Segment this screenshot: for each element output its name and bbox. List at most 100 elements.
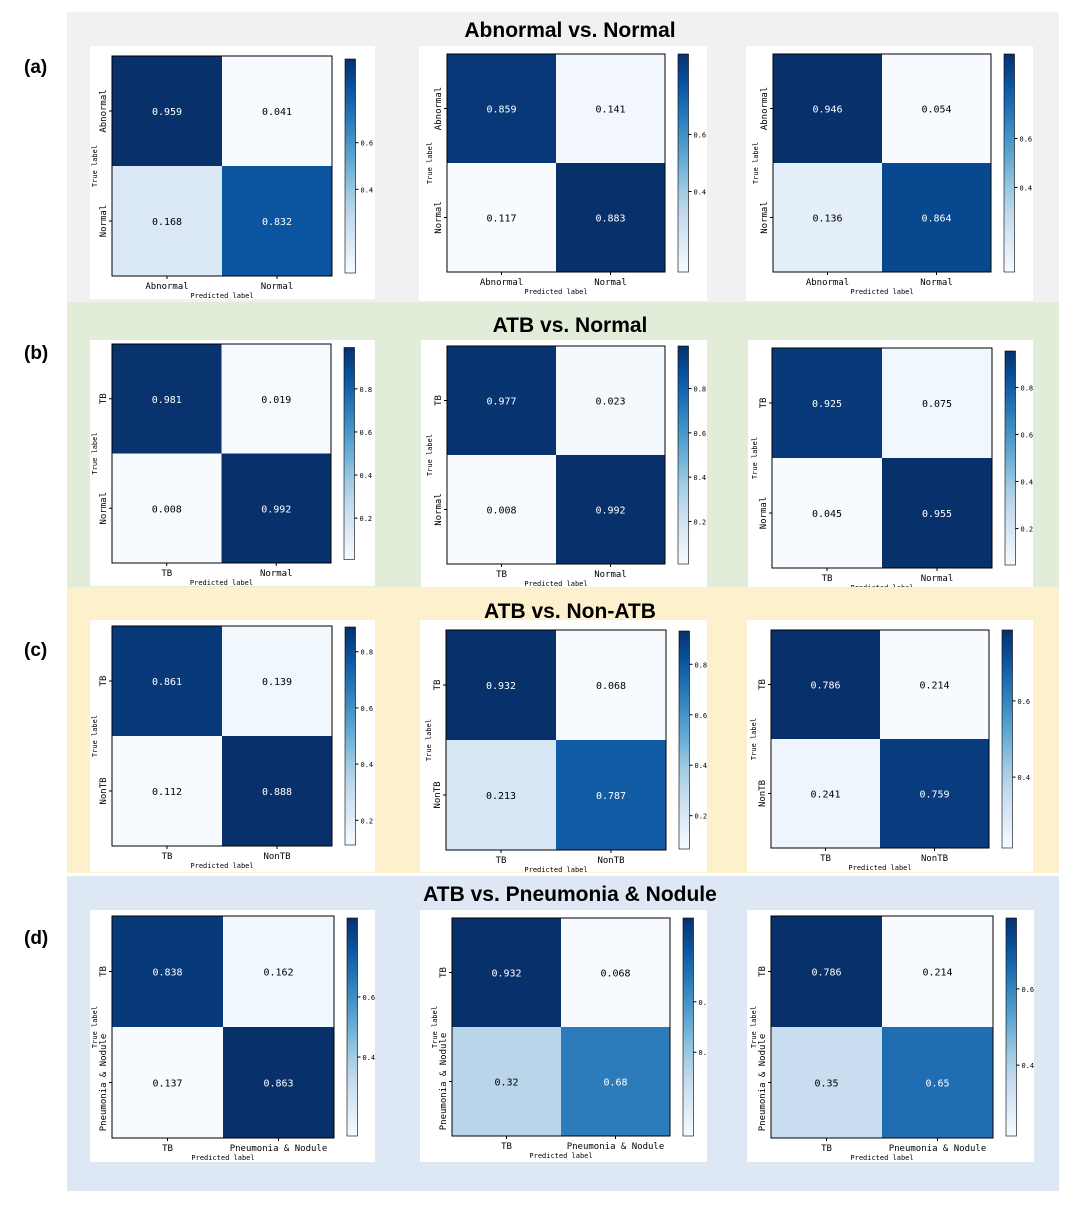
confusion-matrix-svg: 0.959 0.041 0.168 0.832 Abnormal Normal Predic… <box>91 55 374 299</box>
matrix-cell <box>882 54 991 163</box>
cell-value-label: 0.786 <box>810 681 840 692</box>
x-tick-label: TB <box>496 570 507 580</box>
confusion-matrix-d-3: 0.786 0.214 0.35 0.65 TB Pneumonia & Nodule Pr… <box>747 910 1034 1162</box>
cell-value-label: 0.241 <box>810 790 840 801</box>
matrix-frame <box>446 345 666 565</box>
confusion-matrix-a-2: 0.859 0.141 0.117 0.883 Abnormal Normal Predic… <box>419 46 707 301</box>
x-tick-label: Normal <box>594 570 627 580</box>
y-tick-label: TB <box>434 395 444 406</box>
confusion-matrix-svg: 0.786 0.214 0.241 0.759 TB NonTB Predicted lab… <box>750 629 1031 872</box>
x-tick-label: TB <box>822 574 833 584</box>
y-axis-label: True label <box>751 437 759 479</box>
colorbar-tick-label: 0.6 <box>1018 698 1031 706</box>
cell-value-label: 0.008 <box>486 506 516 517</box>
confusion-matrix-svg: 0.925 0.075 0.045 0.955 TB Normal Predicted la… <box>751 347 1034 587</box>
matrix-cell <box>556 54 665 163</box>
cell-value-label: 0.35 <box>814 1079 838 1090</box>
colorbar <box>677 53 689 273</box>
colorbar-tick-label: 0.8 <box>361 649 374 657</box>
colorbar-tick-label: 0.2 <box>361 817 374 825</box>
cell-value-label: 0.136 <box>812 214 842 225</box>
matrix-cell <box>772 348 882 458</box>
x-tick-label: Abnormal <box>480 278 523 288</box>
x-tick-label: TB <box>162 1144 173 1154</box>
x-tick-label: TB <box>162 852 173 862</box>
cell-value-label: 0.214 <box>919 681 949 692</box>
matrix-cell <box>447 346 556 455</box>
confusion-matrix-c-2: 0.932 0.068 0.213 0.787 TB NonTB Predicted lab… <box>420 620 707 872</box>
row-title-a: Abnormal vs. Normal <box>464 19 676 42</box>
x-tick-label: Normal <box>261 282 294 292</box>
cell-value-label: 0.214 <box>922 968 952 979</box>
confusion-matrix-svg: 0.861 0.139 0.112 0.888 TB NonTB Predicted lab… <box>91 625 374 870</box>
cell-value-label: 0.045 <box>812 509 842 520</box>
matrix-cell <box>221 344 331 454</box>
colorbar <box>346 917 358 1137</box>
y-tick-label: TB <box>758 966 768 977</box>
x-axis-label: Predicted label <box>848 864 911 872</box>
x-tick-label: TB <box>161 569 172 579</box>
matrix-cell <box>556 455 665 564</box>
y-axis-label: True label <box>91 145 99 187</box>
y-tick-label: TB <box>759 398 769 409</box>
colorbar-tick-label: 0.4 <box>699 1049 708 1057</box>
matrix-cell <box>112 736 222 846</box>
cell-value-label: 0.932 <box>491 969 521 980</box>
cell-value-label: 0.925 <box>812 399 842 410</box>
y-tick-label: Normal <box>99 205 109 238</box>
colorbar-tick-label: 0.4 <box>363 1054 376 1062</box>
matrix-frame <box>111 55 333 277</box>
panel-label-d: (d) <box>24 928 49 949</box>
matrix-cell <box>112 56 222 166</box>
matrix-frame <box>771 347 993 569</box>
cell-value-label: 0.112 <box>152 787 182 798</box>
confusion-matrix-c-3: 0.786 0.214 0.241 0.759 TB NonTB Predicted lab… <box>747 620 1033 872</box>
matrix-cell <box>447 54 556 163</box>
cell-value-label: 0.946 <box>812 105 842 116</box>
colorbar-tick-label: 0.6 <box>361 140 374 148</box>
x-tick-label: Pneumonia & Nodule <box>889 1144 987 1154</box>
cell-value-label: 0.137 <box>152 1079 182 1090</box>
y-tick-label: TB <box>439 967 449 978</box>
matrix-frame <box>111 625 333 847</box>
matrix-frame <box>446 53 666 273</box>
colorbar <box>1003 53 1015 273</box>
matrix-frame <box>772 53 992 273</box>
y-tick-label: NonTB <box>433 781 443 808</box>
confusion-matrix-svg: 0.838 0.162 0.137 0.863 TB Pneumonia & Nodule… <box>91 915 376 1162</box>
x-axis-label: Predicted label <box>191 1154 254 1162</box>
y-tick-label: Normal <box>434 201 444 234</box>
x-tick-label: Normal <box>594 278 627 288</box>
y-axis-label: True label <box>426 434 434 476</box>
x-axis-label: Predicted label <box>850 584 913 587</box>
x-tick-label: NonTB <box>597 856 624 866</box>
cell-value-label: 0.888 <box>262 787 292 798</box>
confusion-matrix-b-2: 0.977 0.023 0.008 0.992 TB Normal Predicted la… <box>421 340 707 587</box>
matrix-cell <box>222 626 332 736</box>
x-tick-label: TB <box>496 856 507 866</box>
colorbar-tick-label: 0.2 <box>695 813 708 821</box>
confusion-matrix-b-1: 0.981 0.019 0.008 0.992 TB Normal Predicted la… <box>90 340 375 586</box>
y-axis-label: True label <box>91 715 99 757</box>
y-tick-label: Normal <box>99 492 109 525</box>
matrix-cell <box>556 346 665 455</box>
matrix-frame <box>111 343 332 564</box>
y-axis-label: True label <box>91 432 99 474</box>
matrix-cell <box>882 916 993 1027</box>
matrix-frame <box>770 915 994 1139</box>
confusion-matrix-svg: 0.859 0.141 0.117 0.883 Abnormal Normal Predic… <box>426 53 707 296</box>
x-tick-label: Abnormal <box>145 282 188 292</box>
colorbar-tick-label: 0.6 <box>1021 431 1034 439</box>
cell-value-label: 0.932 <box>486 681 516 692</box>
colorbar-tick-label: 0.4 <box>694 188 707 196</box>
matrix-cell <box>882 348 992 458</box>
cell-value-label: 0.787 <box>596 791 626 802</box>
cell-value-label: 0.054 <box>921 105 951 116</box>
colorbar-tick-label: 0.8 <box>1021 384 1034 392</box>
colorbar <box>343 347 355 560</box>
matrix-cell <box>222 166 332 276</box>
colorbar-tick-label: 0.2 <box>1021 526 1034 534</box>
cell-value-label: 0.213 <box>486 791 516 802</box>
cell-value-label: 0.759 <box>919 790 949 801</box>
colorbar-tick-label: 0.6 <box>695 712 708 720</box>
